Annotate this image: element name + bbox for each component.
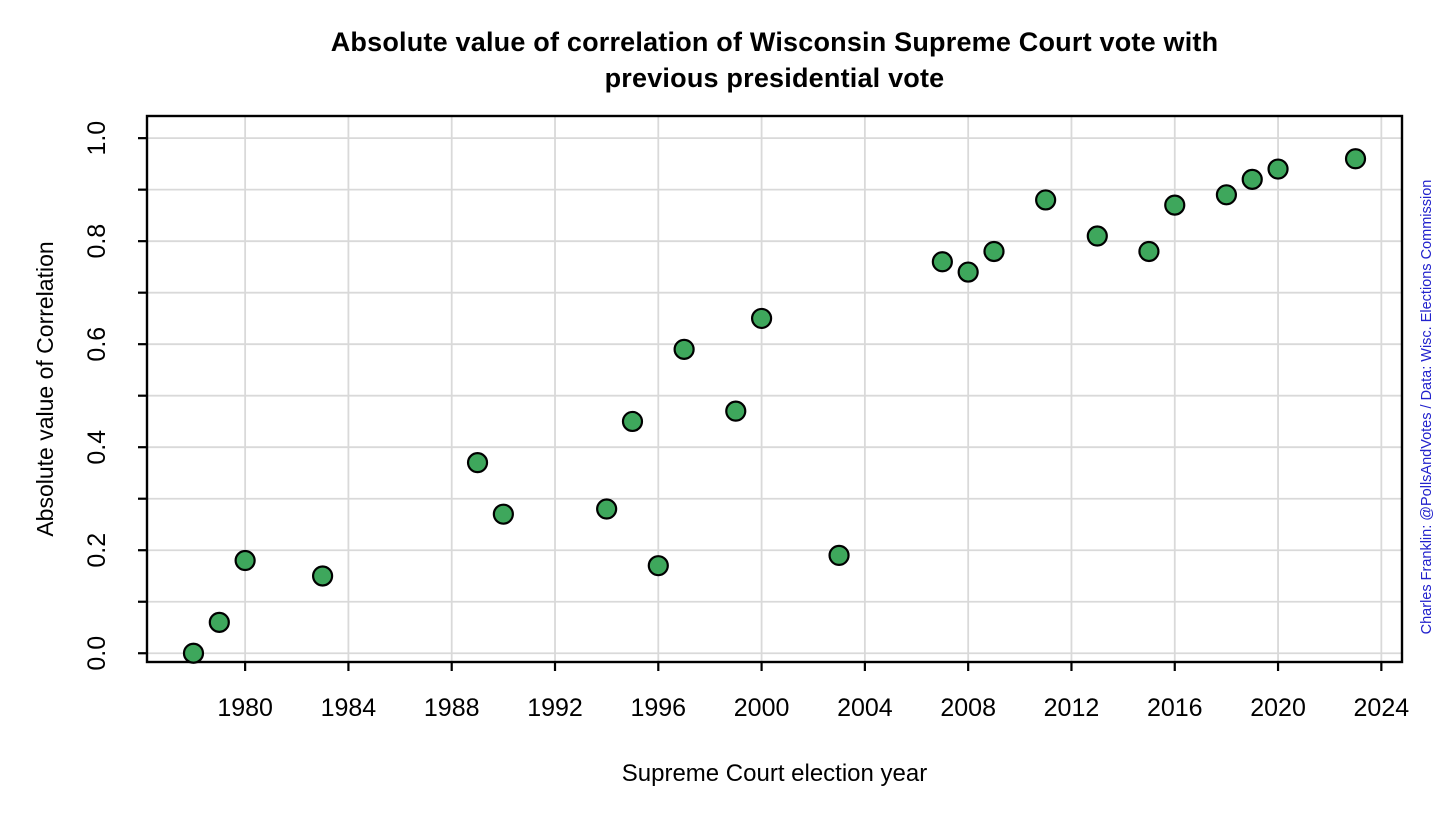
x-tick-label: 2024 xyxy=(1354,694,1410,722)
data-point xyxy=(1215,184,1238,206)
data-point xyxy=(1138,240,1160,263)
y-tick-label: 0.4 xyxy=(83,430,111,465)
credit-text: Charles Franklin: @PollsAndVotes / Data:… xyxy=(1419,179,1435,635)
data-point xyxy=(596,498,618,520)
data-point xyxy=(1241,168,1263,190)
x-tick-label: 2004 xyxy=(837,694,893,722)
x-tick-label: 1992 xyxy=(527,694,583,722)
data-point xyxy=(931,251,953,273)
data-point xyxy=(234,549,256,572)
data-point xyxy=(466,452,489,474)
data-point xyxy=(1164,194,1186,216)
y-tick-label: 0.6 xyxy=(83,327,111,362)
data-point xyxy=(828,544,850,566)
x-tick-label: 1988 xyxy=(424,694,480,722)
y-tick-label: 0.8 xyxy=(83,224,111,259)
chart-title: Absolute value of correlation of Wiscons… xyxy=(147,24,1402,96)
data-point xyxy=(750,307,773,330)
data-point xyxy=(647,555,669,577)
data-point xyxy=(1267,158,1289,180)
y-tick-label: 0.0 xyxy=(83,636,111,671)
x-tick-label: 1984 xyxy=(321,694,377,722)
x-tick-label: 2008 xyxy=(940,694,996,722)
data-point xyxy=(1035,189,1057,211)
data-point xyxy=(957,261,979,283)
chart-title-line-2: previous presidential vote xyxy=(604,63,945,93)
data-point xyxy=(621,410,644,433)
data-point xyxy=(208,611,230,633)
data-point xyxy=(1344,148,1367,170)
data-point xyxy=(182,642,205,664)
x-tick-label: 2000 xyxy=(734,694,790,722)
x-tick-label: 2020 xyxy=(1250,694,1306,722)
x-tick-label: 2012 xyxy=(1044,694,1100,722)
x-axis-title: Supreme Court election year xyxy=(621,760,928,787)
y-axis-title: Absolute value of Correlation xyxy=(32,241,58,537)
chart-title-line-1: Absolute value of correlation of Wiscons… xyxy=(330,27,1219,57)
x-tick-label: 1996 xyxy=(630,694,686,722)
y-tick-label: 0.2 xyxy=(83,533,111,568)
data-point xyxy=(673,338,695,360)
y-tick-label: 1.0 xyxy=(83,121,111,156)
data-point xyxy=(492,503,514,525)
data-point xyxy=(983,240,1005,263)
data-point xyxy=(311,565,334,587)
x-tick-label: 2016 xyxy=(1147,694,1203,722)
data-point xyxy=(1086,225,1108,247)
x-tick-label: 1980 xyxy=(217,694,273,722)
data-point xyxy=(725,400,747,422)
plot-border xyxy=(145,114,1404,664)
